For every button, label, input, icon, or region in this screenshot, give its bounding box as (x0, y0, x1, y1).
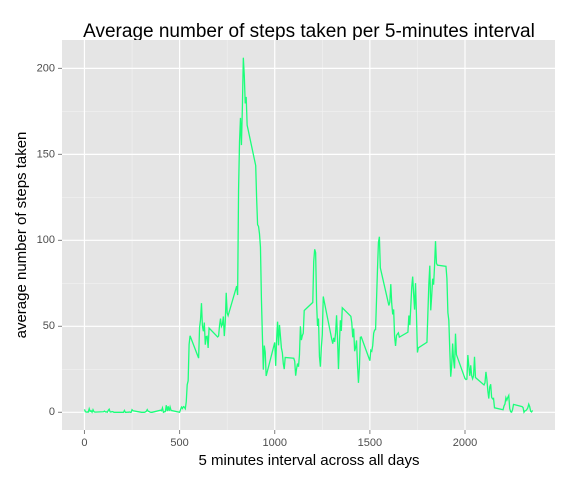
chart-title: Average number of steps taken per 5-minu… (83, 21, 535, 42)
plot-panel (62, 40, 555, 430)
x-tick-label: 0 (81, 437, 87, 449)
y-tick-label: 0 (49, 406, 55, 418)
x-tick-label: 1000 (262, 437, 286, 449)
x-tick-label: 500 (170, 437, 188, 449)
x-tick-label: 2000 (453, 437, 477, 449)
data-line (83, 57, 534, 414)
x-tick-label: 1500 (358, 437, 382, 449)
y-tick-label: 150 (37, 148, 55, 160)
y-tick-label: 50 (43, 320, 55, 332)
x-axis-title: 5 minutes interval across all days (199, 452, 420, 469)
y-axis-title: average number of steps taken (13, 132, 30, 339)
y-tick-label: 100 (37, 234, 55, 246)
y-tick-label: 200 (37, 62, 55, 74)
